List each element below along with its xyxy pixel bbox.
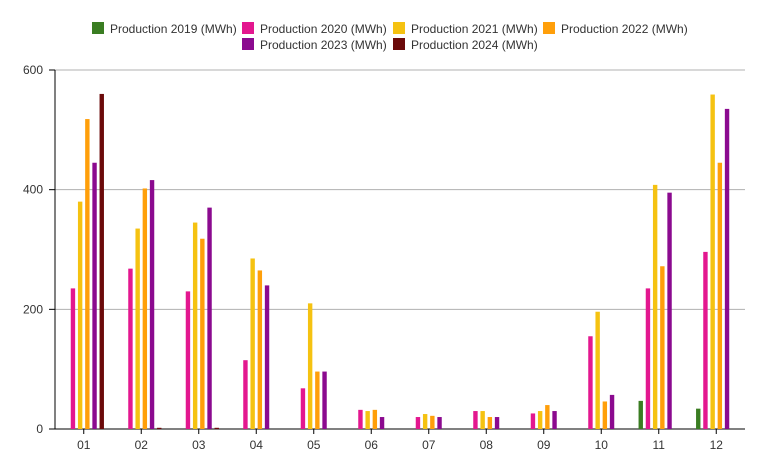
bar bbox=[487, 417, 493, 429]
bar bbox=[185, 291, 191, 429]
x-tick-label: 08 bbox=[480, 438, 494, 452]
bar bbox=[609, 394, 615, 429]
bar bbox=[717, 162, 723, 429]
legend-label: Production 2020 (MWh) bbox=[260, 22, 387, 36]
x-tick-label: 06 bbox=[365, 438, 379, 452]
x-tick-label: 12 bbox=[710, 438, 724, 452]
bar bbox=[588, 336, 593, 429]
bar bbox=[537, 411, 543, 429]
bar bbox=[358, 409, 363, 429]
bar bbox=[379, 417, 385, 429]
bar bbox=[315, 371, 320, 429]
bar bbox=[85, 119, 90, 430]
x-tick-label: 11 bbox=[653, 438, 666, 452]
bar bbox=[415, 417, 421, 429]
x-tick-label: 05 bbox=[307, 438, 321, 452]
x-tick-label: 09 bbox=[537, 438, 551, 452]
x-tick-label: 02 bbox=[135, 438, 149, 452]
bar bbox=[207, 207, 212, 429]
x-tick-label: 07 bbox=[422, 438, 436, 452]
bar bbox=[667, 192, 672, 429]
grid-lines bbox=[55, 69, 745, 310]
bar bbox=[243, 360, 248, 429]
legend-label: Production 2021 (MWh) bbox=[411, 22, 538, 36]
bar bbox=[200, 238, 205, 429]
bar bbox=[545, 405, 550, 429]
bar bbox=[595, 311, 600, 429]
bar bbox=[480, 411, 485, 429]
y-axis: 0 200 400 600 bbox=[23, 63, 56, 436]
y-tick-label: 400 bbox=[23, 183, 43, 197]
bar bbox=[128, 268, 133, 429]
bar bbox=[552, 411, 557, 429]
bar bbox=[214, 427, 219, 429]
bar bbox=[264, 285, 270, 429]
legend-swatch bbox=[242, 38, 254, 50]
bar bbox=[99, 93, 104, 429]
bar bbox=[530, 413, 536, 429]
legend-swatch bbox=[92, 22, 104, 34]
legend: Production 2019 (MWh) Production 2020 (MW… bbox=[92, 22, 688, 52]
bar bbox=[322, 371, 327, 429]
bar bbox=[422, 414, 428, 429]
bar bbox=[300, 388, 306, 429]
bar bbox=[92, 162, 97, 429]
bar bbox=[437, 417, 442, 429]
y-tick-label: 600 bbox=[23, 63, 43, 77]
legend-label: Production 2024 (MWh) bbox=[411, 38, 538, 52]
bar bbox=[703, 251, 708, 429]
bar bbox=[250, 258, 255, 429]
bar bbox=[157, 427, 162, 429]
y-tick-label: 200 bbox=[23, 302, 43, 316]
bar bbox=[135, 228, 140, 429]
legend-label: Production 2023 (MWh) bbox=[260, 38, 387, 52]
y-tick-label: 0 bbox=[36, 422, 43, 436]
bar bbox=[77, 201, 83, 429]
bar bbox=[70, 288, 76, 429]
bar bbox=[696, 408, 701, 429]
bar bbox=[724, 108, 730, 430]
bar bbox=[660, 266, 665, 429]
bar bbox=[307, 303, 313, 429]
x-tick-label: 04 bbox=[250, 438, 264, 452]
legend-swatch bbox=[393, 22, 405, 34]
legend-label: Production 2019 (MWh) bbox=[110, 22, 237, 36]
legend-swatch bbox=[242, 22, 254, 34]
bar bbox=[494, 417, 500, 429]
bar bbox=[652, 184, 658, 429]
legend-label: Production 2022 (MWh) bbox=[561, 22, 688, 36]
bar bbox=[257, 270, 263, 429]
bar bbox=[372, 409, 378, 429]
bar bbox=[142, 188, 148, 429]
x-tick-label: 03 bbox=[192, 438, 206, 452]
bars bbox=[70, 93, 730, 430]
x-tick-label: 01 bbox=[77, 438, 91, 452]
bar bbox=[192, 222, 198, 429]
bar bbox=[710, 94, 715, 429]
x-axis: 01 02 03 04 05 06 07 08 09 10 11 12 bbox=[55, 428, 745, 452]
x-tick-label: 10 bbox=[595, 438, 609, 452]
bar bbox=[365, 411, 370, 429]
bar bbox=[149, 180, 155, 429]
bar bbox=[638, 400, 643, 429]
legend-swatch bbox=[543, 22, 555, 34]
bar bbox=[430, 415, 435, 429]
bar bbox=[473, 411, 478, 429]
bar bbox=[645, 288, 651, 429]
legend-swatch bbox=[393, 38, 405, 50]
bar bbox=[602, 401, 608, 429]
